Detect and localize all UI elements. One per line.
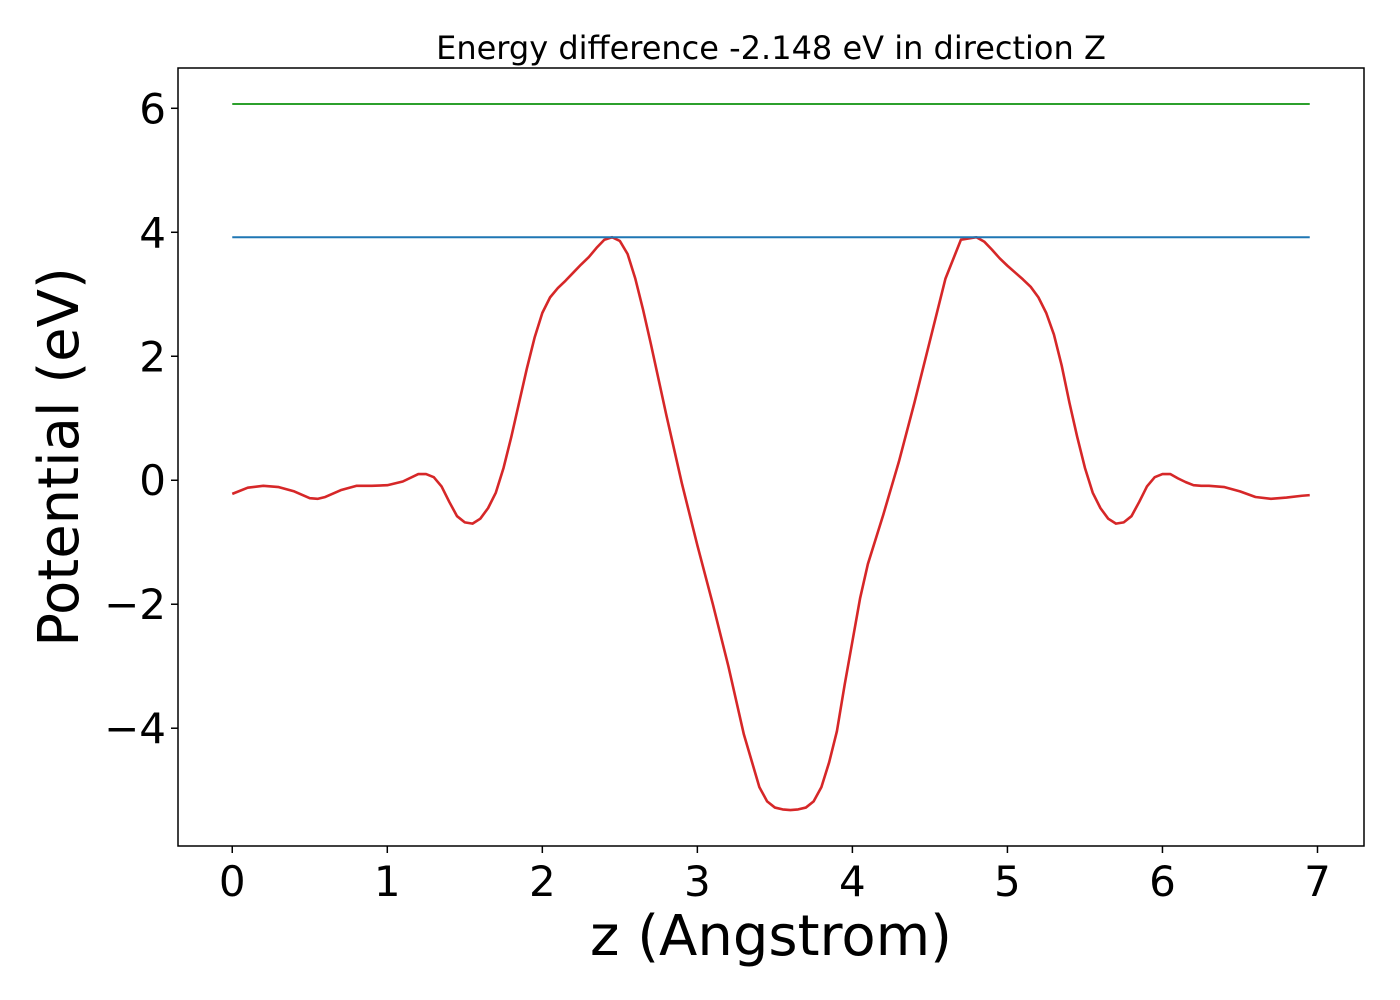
x-axis-label: z (Angstrom) bbox=[590, 904, 952, 969]
x-tick-label: 6 bbox=[1149, 857, 1176, 906]
x-axis: 0 1 2 3 4 5 6 7 bbox=[219, 846, 1331, 906]
x-tick-label: 5 bbox=[994, 857, 1021, 906]
x-tick-label: 7 bbox=[1304, 857, 1331, 906]
x-tick-label: 2 bbox=[529, 857, 556, 906]
y-tick-label: 2 bbox=[139, 332, 166, 381]
series-layer bbox=[231, 102, 1310, 812]
y-tick-label: 6 bbox=[139, 84, 166, 133]
x-tick-label: 3 bbox=[684, 857, 711, 906]
y-axis-label: Potential (eV) bbox=[27, 267, 92, 647]
y-tick-label: −2 bbox=[104, 580, 166, 629]
x-tick-label: 4 bbox=[839, 857, 866, 906]
plot-frame bbox=[177, 67, 1365, 847]
y-axis: −4 −2 0 2 4 6 bbox=[104, 84, 178, 753]
series-line-0 bbox=[231, 235, 1310, 812]
y-tick-label: 4 bbox=[139, 208, 166, 257]
x-tick-label: 0 bbox=[219, 857, 246, 906]
x-tick-label: 1 bbox=[374, 857, 401, 906]
y-tick-label: −4 bbox=[104, 704, 166, 753]
y-tick-label: 0 bbox=[139, 456, 166, 505]
chart-title: Energy difference -2.148 eV in direction… bbox=[436, 29, 1106, 67]
